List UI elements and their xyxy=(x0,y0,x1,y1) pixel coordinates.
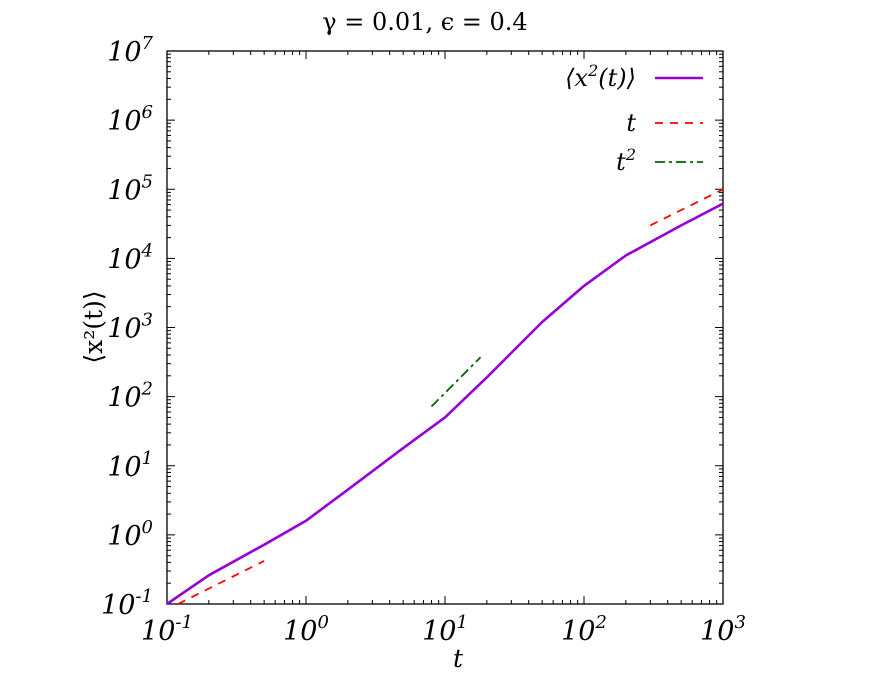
y-axis-title: ⟨x²(t)⟩ xyxy=(79,290,108,363)
axis-ticks xyxy=(166,51,723,605)
series-line-t xyxy=(649,188,724,227)
plot-frame xyxy=(166,50,724,605)
y-tick-label: 106 xyxy=(107,102,153,137)
legend-label: t2 xyxy=(616,145,636,176)
legend-label: ⟨x2(t)⟩ xyxy=(565,61,636,92)
y-tick-label: 107 xyxy=(107,33,153,68)
x-tick-label: 103 xyxy=(700,612,746,647)
series-layer xyxy=(166,188,724,606)
x-tick-labels: 10-1 100 101 102 103 xyxy=(141,612,746,647)
x-tick-label: 101 xyxy=(422,612,468,647)
series-line-t2 xyxy=(430,356,482,408)
series-line-t xyxy=(177,560,265,605)
y-tick-labels: 10-1 100 101 102 103 104 105 106 107 xyxy=(101,33,153,621)
y-tick-label: 102 xyxy=(107,379,153,414)
y-tick-label: 103 xyxy=(107,310,153,345)
y-tick-label: 105 xyxy=(107,171,153,206)
y-tick-label: 10-1 xyxy=(101,586,153,621)
y-tick-label: 100 xyxy=(107,517,153,552)
y-tick-label: 104 xyxy=(107,240,153,275)
legend: ⟨x2(t)⟩ t t2 xyxy=(565,61,703,176)
chart-title: γ = 0.01, ϵ = 0.4 xyxy=(322,8,527,36)
x-tick-label: 10-1 xyxy=(141,612,193,647)
x-tick-label: 100 xyxy=(283,612,329,647)
legend-label: t xyxy=(626,109,636,137)
series-line-msd xyxy=(166,202,724,606)
x-tick-label: 102 xyxy=(561,612,607,647)
x-axis-title: t xyxy=(453,644,464,673)
y-tick-label: 101 xyxy=(107,448,153,483)
